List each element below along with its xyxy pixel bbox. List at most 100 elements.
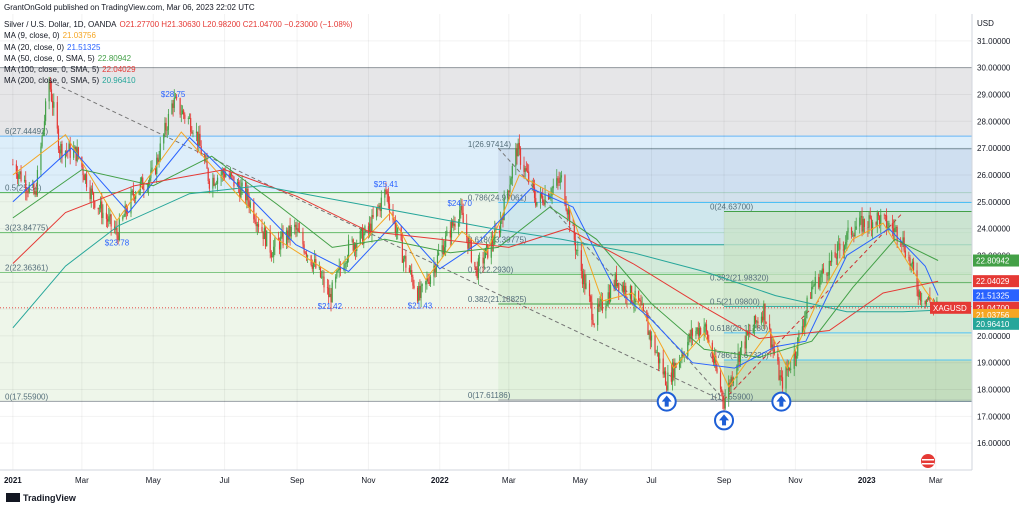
price-annotation: $21.42	[318, 302, 343, 311]
candle-body	[818, 276, 820, 288]
fib-level-label: 0.5(21.09800)	[710, 297, 760, 306]
legend-row[interactable]: MA (200, close, 0, SMA, 5) 20.96410	[4, 75, 356, 86]
candle-body	[842, 249, 844, 251]
candle-body	[525, 168, 527, 171]
candle-body	[213, 177, 215, 186]
candle-body	[89, 187, 91, 200]
candle-body	[232, 175, 234, 177]
candle-body	[351, 239, 353, 241]
candle-body	[822, 268, 825, 273]
candle-body	[526, 170, 529, 172]
candle-body	[139, 181, 141, 191]
candle-body	[777, 353, 779, 361]
candle-body	[925, 299, 927, 305]
candle-body	[834, 252, 836, 258]
candle-body	[543, 202, 545, 205]
candle-body	[852, 234, 854, 236]
candle-body	[887, 227, 889, 229]
candle-body	[82, 166, 84, 176]
fib-zone	[498, 148, 972, 203]
candle-body	[519, 148, 522, 165]
candle-body	[928, 296, 930, 300]
legend-row[interactable]: Silver / U.S. Dollar, 1D, OANDA O21.27700…	[4, 19, 356, 30]
candle-body	[77, 147, 79, 157]
candle-body	[893, 228, 895, 232]
candle-body	[378, 205, 380, 209]
candle-body	[257, 224, 260, 227]
candle-body	[536, 202, 538, 206]
fib-level-label: 1(17.55900)	[710, 392, 753, 401]
candle-body	[567, 209, 570, 215]
candle-body	[798, 333, 800, 338]
arrow-glyph	[719, 414, 730, 426]
candle-body	[485, 244, 488, 248]
candle-body	[797, 337, 799, 356]
candle-body	[282, 231, 284, 246]
candle-body	[533, 187, 536, 199]
candle-body	[140, 177, 143, 182]
candle-body	[221, 170, 223, 175]
candle-body	[248, 200, 250, 208]
candle-body	[509, 184, 511, 193]
candle-body	[401, 240, 403, 263]
candle-body	[584, 273, 586, 289]
candle-body	[18, 174, 20, 179]
candle-body	[539, 192, 541, 203]
candle-body	[560, 175, 563, 178]
candle-body	[124, 205, 126, 217]
candle-body	[801, 326, 803, 334]
time-tick-label: May	[573, 476, 588, 485]
legend-row[interactable]: MA (100, close, 0, SMA, 5) 22.04029	[4, 64, 356, 75]
candle-body	[904, 250, 906, 258]
candle-body	[438, 252, 440, 256]
candle-body	[639, 300, 641, 301]
candle-body	[33, 183, 35, 194]
time-tick-label: Sep	[290, 476, 305, 485]
candle-body	[757, 321, 759, 324]
candle-body	[691, 329, 694, 336]
price-badge-label: 21.04700	[976, 304, 1010, 313]
legend-row[interactable]: MA (20, close, 0) 21.51325	[4, 42, 356, 53]
candle-body	[583, 273, 585, 285]
candle-body	[214, 183, 216, 186]
candle-body	[394, 219, 396, 233]
candle-body	[629, 285, 632, 299]
candle-body	[688, 334, 690, 342]
candle-body	[831, 252, 833, 263]
candle-body	[878, 215, 881, 226]
candle-body	[197, 131, 199, 146]
candle-body	[608, 292, 611, 302]
candle-body	[384, 189, 386, 198]
legend-row[interactable]: MA (9, close, 0) 21.03756	[4, 30, 356, 41]
candle-body	[716, 368, 718, 373]
candle-body	[41, 135, 43, 147]
candle-body	[483, 258, 485, 264]
price-badge-label: 22.80942	[976, 257, 1010, 266]
candle-body	[704, 324, 706, 327]
candle-body	[744, 341, 746, 349]
legend-row[interactable]: MA (50, close, 0, SMA, 5) 22.80942	[4, 53, 356, 64]
candle-body	[470, 240, 472, 262]
price-tick-label: 19.00000	[977, 359, 1011, 368]
candle-body	[819, 277, 821, 288]
candle-body	[790, 368, 792, 370]
candle-body	[241, 182, 243, 187]
candle-body	[187, 118, 189, 119]
candle-body	[192, 132, 194, 134]
candle-body	[605, 305, 607, 311]
candle-body	[921, 300, 923, 302]
fib-level-label: 0(24.63700)	[710, 203, 753, 212]
candle-body	[722, 391, 724, 401]
grid	[0, 14, 972, 470]
candle-body	[631, 285, 633, 302]
candle-body	[599, 301, 601, 307]
legend-label: MA (50, close, 0, SMA, 5)	[4, 53, 95, 63]
candle-body	[632, 301, 634, 304]
price-axis-bg	[972, 0, 1024, 470]
candle-body	[518, 142, 520, 149]
candle-body	[929, 296, 931, 302]
candle-body	[436, 255, 439, 266]
candle-body	[135, 194, 137, 199]
candle-body	[225, 174, 227, 177]
